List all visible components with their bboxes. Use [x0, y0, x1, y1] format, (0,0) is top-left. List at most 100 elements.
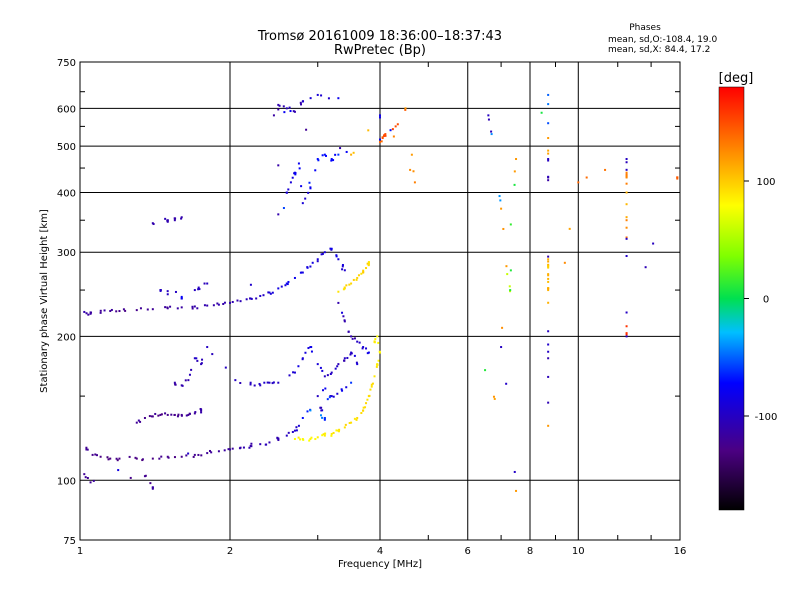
data-point — [190, 368, 193, 371]
data-point — [301, 416, 304, 419]
data-point — [384, 134, 387, 137]
data-point — [176, 307, 179, 310]
data-point — [350, 421, 353, 424]
data-point — [86, 448, 89, 451]
data-point — [547, 122, 550, 125]
data-point — [84, 476, 87, 479]
data-points — [83, 93, 679, 492]
data-point — [355, 361, 358, 364]
data-point — [515, 158, 518, 161]
data-point — [513, 470, 516, 473]
data-point — [301, 202, 304, 205]
data-point — [547, 255, 550, 258]
data-point — [299, 101, 302, 104]
data-point — [547, 93, 550, 96]
data-point — [272, 381, 275, 384]
data-point — [498, 195, 501, 198]
data-point — [625, 332, 628, 335]
data-point — [151, 415, 154, 418]
data-point — [299, 438, 302, 441]
data-point — [139, 307, 142, 310]
data-point — [384, 133, 387, 136]
data-point — [499, 199, 502, 202]
data-point — [118, 457, 121, 460]
data-point — [272, 114, 275, 117]
data-point — [340, 388, 343, 391]
data-point — [106, 456, 109, 459]
data-point — [306, 410, 309, 413]
data-point — [410, 153, 413, 156]
data-point — [166, 220, 169, 223]
data-point — [500, 207, 503, 210]
data-point — [547, 179, 550, 182]
data-point — [310, 346, 313, 349]
data-point — [135, 457, 138, 460]
data-point — [490, 130, 493, 133]
data-point — [249, 381, 252, 384]
data-point — [625, 219, 628, 222]
data-point — [625, 236, 628, 239]
data-point — [191, 307, 194, 310]
data-point — [141, 459, 144, 462]
data-point — [306, 266, 309, 269]
data-point — [323, 153, 326, 156]
data-point — [149, 482, 152, 485]
data-point — [210, 451, 213, 454]
data-point — [337, 301, 340, 304]
data-point — [194, 411, 197, 414]
data-point — [493, 397, 496, 400]
data-point — [206, 346, 209, 349]
data-point — [547, 424, 550, 427]
data-point — [195, 357, 198, 360]
x-tick-label: 6 — [465, 546, 471, 557]
data-point — [625, 311, 628, 314]
data-point — [222, 303, 225, 306]
data-point — [285, 282, 288, 285]
chart-title: Tromsø 20161009 18:36:00–18:37:43 — [257, 29, 502, 44]
data-point — [625, 171, 628, 174]
data-point — [329, 373, 332, 376]
data-point — [371, 382, 374, 385]
data-point — [192, 455, 195, 458]
data-point — [337, 153, 340, 156]
data-point — [297, 436, 300, 439]
data-point — [297, 365, 300, 368]
data-point — [502, 227, 505, 230]
data-point — [289, 110, 292, 113]
data-point — [208, 449, 211, 452]
data-point — [280, 285, 283, 288]
data-point — [324, 387, 327, 390]
data-point — [89, 481, 92, 484]
data-point — [174, 290, 177, 293]
data-point — [309, 187, 312, 190]
data-point — [391, 128, 394, 131]
data-point — [625, 174, 628, 177]
data-point — [271, 291, 274, 294]
data-point — [366, 262, 369, 265]
data-point — [196, 359, 199, 362]
data-point — [143, 416, 146, 419]
data-point — [295, 429, 298, 432]
data-point — [365, 347, 368, 350]
data-point — [180, 455, 183, 458]
data-point — [394, 125, 397, 128]
data-point — [167, 456, 170, 459]
data-point — [316, 436, 319, 439]
data-point — [259, 443, 262, 446]
data-point — [217, 450, 220, 453]
data-point — [269, 292, 272, 295]
data-point — [490, 133, 493, 136]
data-point — [321, 389, 324, 392]
data-point — [547, 375, 550, 378]
data-point — [287, 431, 290, 434]
data-point — [212, 304, 215, 307]
data-point — [139, 420, 142, 423]
data-point — [349, 353, 352, 356]
data-point — [508, 285, 511, 288]
y-tick-label: 100 — [57, 476, 76, 487]
data-point — [328, 396, 331, 399]
data-point — [231, 447, 234, 450]
data-point — [356, 340, 359, 343]
data-point — [283, 111, 286, 114]
data-point — [676, 176, 679, 179]
